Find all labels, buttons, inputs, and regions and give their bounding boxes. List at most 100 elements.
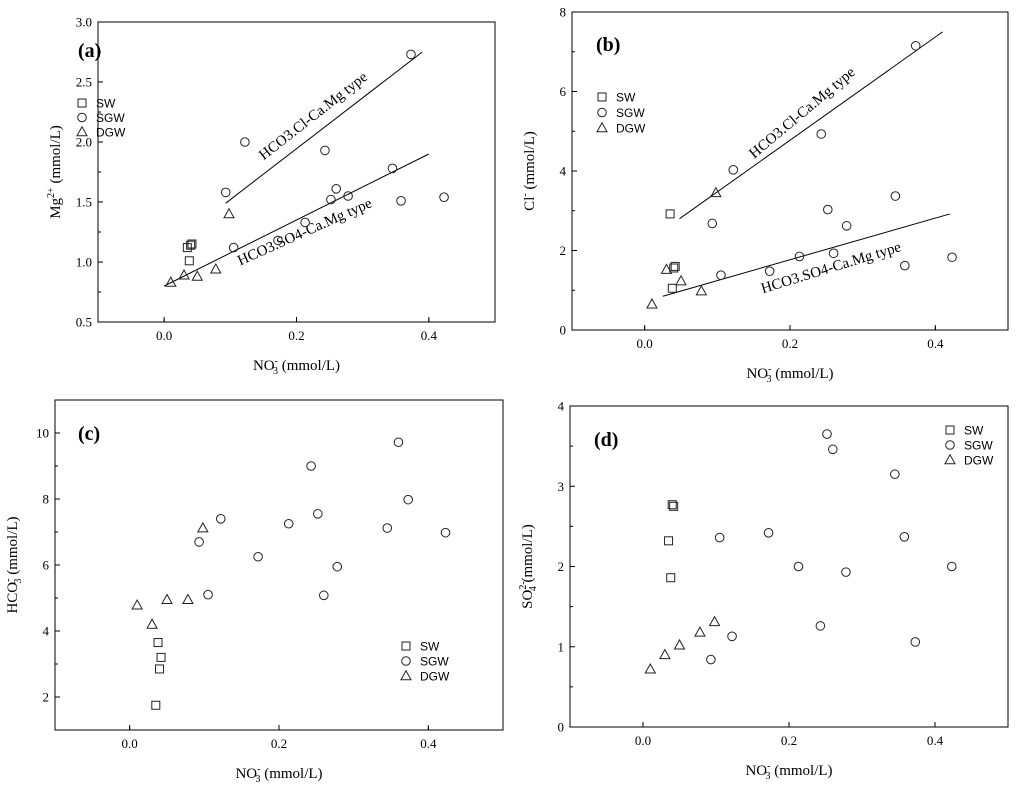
data-point-sgw <box>707 218 718 229</box>
data-point-sgw <box>403 494 413 505</box>
data-point-dgw <box>694 626 706 637</box>
legend-marker-sgw <box>945 440 955 450</box>
data-point-sw <box>669 501 679 511</box>
y-tick-label: 2 <box>560 243 567 258</box>
y-tick-label: 2 <box>558 559 565 574</box>
data-point-dgw <box>178 268 190 280</box>
data-point-dgw <box>146 618 158 629</box>
x-tick-label: 0.2 <box>271 736 287 751</box>
data-point-sw <box>667 283 677 293</box>
y-tick-label: 4 <box>560 164 567 179</box>
legend-label: DGW <box>964 454 994 468</box>
legend-marker-sgw <box>597 107 607 118</box>
axis-title-part: - <box>257 764 260 775</box>
data-point-dgw <box>673 638 686 650</box>
axis-unit: (mmol/L) <box>48 125 64 187</box>
data-point-sgw <box>910 637 921 647</box>
axis-title-part: Cl <box>522 197 538 211</box>
axis-title-part: 4 <box>528 586 539 591</box>
x-tick-label: 0.0 <box>156 328 172 343</box>
legend-marker-dgw <box>596 121 608 133</box>
panel-label: (c) <box>78 423 100 445</box>
data-point-sgw <box>300 217 310 228</box>
y-tick-label: 4 <box>558 399 565 414</box>
data-point-sw <box>156 652 166 662</box>
data-point-sgw <box>794 251 805 262</box>
legend-marker-dgw <box>944 453 956 465</box>
data-point-sw <box>184 256 194 266</box>
data-point-sw <box>667 500 677 510</box>
data-point-sgw <box>727 631 737 642</box>
data-point-dgw <box>223 207 235 219</box>
axis-unit: (mmol/L) <box>5 516 21 578</box>
data-point-sgw <box>440 527 451 538</box>
data-point-sgw <box>319 590 329 601</box>
data-point-sgw <box>406 49 416 60</box>
data-point-sw <box>153 638 163 648</box>
data-point-sgw <box>439 192 449 202</box>
fit-line <box>662 213 951 297</box>
y-tick-label: 0 <box>560 323 567 338</box>
axis-title-part: 3 <box>273 366 278 377</box>
data-point-sgw <box>331 184 342 194</box>
x-tick-label: 0.2 <box>781 733 797 748</box>
y-tick-label: 4 <box>43 624 50 639</box>
data-point-sgw <box>396 196 406 206</box>
data-point-sgw <box>306 461 316 471</box>
x-tick-label: 0.0 <box>122 736 138 751</box>
panel-label: (d) <box>594 429 618 451</box>
axis-unit: (mmol/L) <box>771 366 833 382</box>
y-tick-label: 0.5 <box>76 315 92 330</box>
fit-line-label: HCO3.SO4-Ca.Mg type <box>235 195 375 269</box>
data-point-sgw <box>822 204 833 215</box>
axis-title-part: NO <box>235 766 257 782</box>
data-point-sgw <box>816 129 827 139</box>
axis-title-part: NO <box>253 358 275 374</box>
axis-unit: (mmol/L) <box>522 131 538 193</box>
y-axis-title: HCO-3 (mmol/L) <box>3 516 24 613</box>
data-point-dgw <box>646 297 658 309</box>
legend-label: SW <box>96 97 116 111</box>
data-point-sgw <box>343 191 353 201</box>
data-point-dgw <box>161 593 173 604</box>
data-point-sgw <box>899 532 910 542</box>
x-tick-label: 0.2 <box>288 328 304 343</box>
legend-label: SGW <box>420 655 449 669</box>
y-axis-title: SO2-4 (mmol/L) <box>518 524 539 609</box>
data-point-sgw <box>822 429 832 439</box>
legend-marker-sgw <box>77 112 87 123</box>
panel-label: (b) <box>596 34 620 56</box>
data-point-sw <box>669 263 679 273</box>
y-axis-title: Mg2+ (mmol/L) <box>46 125 64 219</box>
data-point-sgw <box>828 444 838 455</box>
data-point-sgw <box>320 145 330 156</box>
y-axis-title: Cl- (mmol/L) <box>520 131 538 211</box>
data-point-sgw <box>763 527 774 538</box>
data-point-sw <box>666 573 676 583</box>
data-point-sgw <box>273 235 283 246</box>
axis-title-part: 2- <box>518 581 529 589</box>
data-point-dgw <box>209 262 222 274</box>
legend-label: DGW <box>420 670 450 684</box>
data-point-dgw <box>182 593 194 604</box>
data-point-sgw <box>326 194 336 205</box>
data-point-dgw <box>695 284 708 296</box>
x-tick-label: 0.4 <box>421 328 438 343</box>
y-tick-label: 8 <box>43 492 50 507</box>
axis-title-part: 3 <box>765 771 770 782</box>
legend-marker-dgw <box>76 125 88 137</box>
data-point-dgw <box>164 276 177 287</box>
x-tick-label: 0.0 <box>635 733 651 748</box>
legend-marker-sw <box>401 641 411 651</box>
data-point-sw <box>665 209 675 219</box>
data-point-sgw <box>194 537 204 547</box>
y-tick-label: 10 <box>36 426 49 441</box>
data-point-sgw <box>900 260 910 271</box>
y-tick-label: 1.0 <box>76 255 92 270</box>
data-point-sw <box>670 261 680 271</box>
data-point-sgw <box>387 163 398 174</box>
x-axis-title: NO-3 (mmol/L) <box>745 761 832 782</box>
data-point-sgw <box>841 567 851 577</box>
data-point-dgw <box>131 599 143 610</box>
